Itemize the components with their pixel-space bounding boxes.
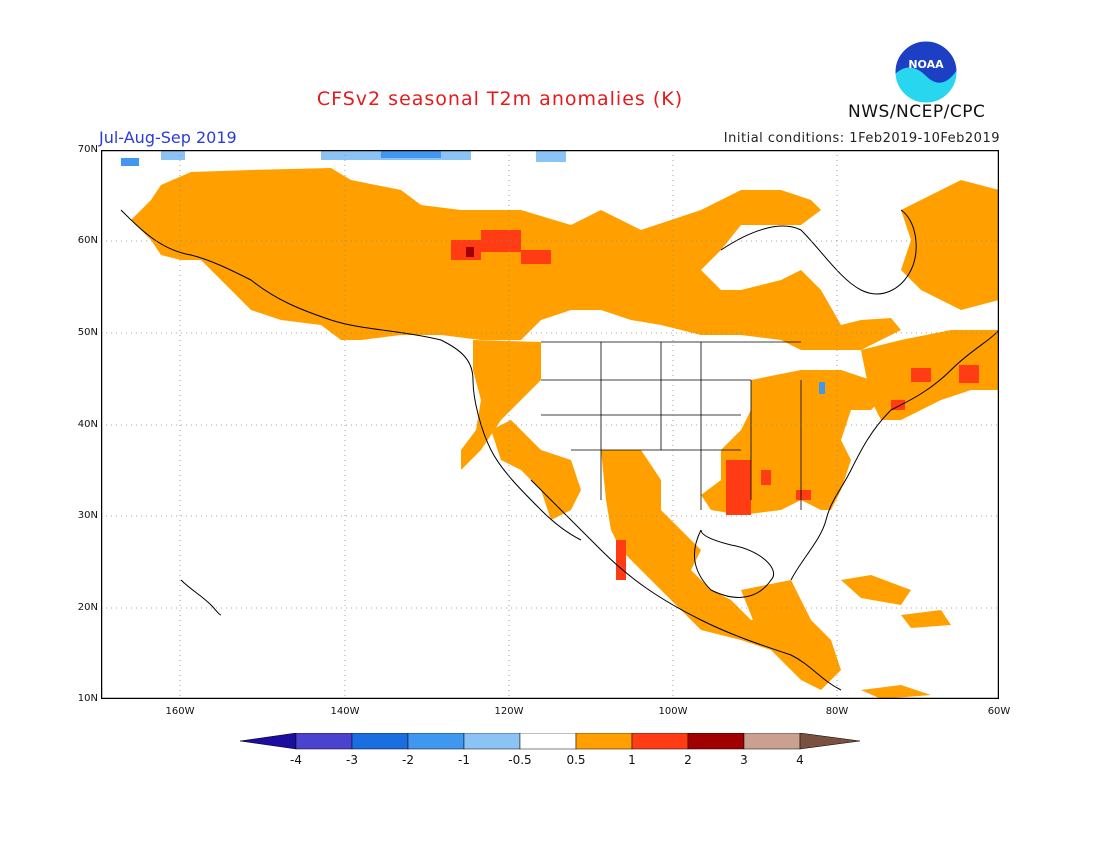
colorbar-label: -0.5 <box>508 753 532 767</box>
colorbar <box>240 733 860 750</box>
colorbar-label: 0.5 <box>566 753 586 767</box>
lat-label-20n: 20N <box>77 602 98 613</box>
lon-label-80w: 80W <box>825 706 849 717</box>
lon-label-60w: 60W <box>987 706 1011 717</box>
logo-text: NOAA <box>908 58 944 71</box>
map-frame <box>101 150 999 699</box>
lon-label-100w: 100W <box>658 706 688 717</box>
colorbar-label: -3 <box>346 753 358 767</box>
state-borders <box>541 341 802 510</box>
initial-conditions: Initial conditions: 1Feb2019-10Feb2019 <box>723 131 1000 146</box>
forecast-period: Jul-Aug-Sep 2019 <box>99 128 237 147</box>
lat-label-50n: 50N <box>77 327 98 338</box>
noaa-logo: NOAA <box>894 40 958 104</box>
lat-label-10n: 10N <box>77 693 98 704</box>
colorbar-label: -2 <box>402 753 414 767</box>
colorbar-arrow-right <box>799 733 860 750</box>
lon-label-140w: 140W <box>330 706 360 717</box>
map-title: CFSv2 seasonal T2m anomalies (K) <box>316 88 684 110</box>
lon-label-120w: 120W <box>494 706 524 717</box>
coastlines <box>120 209 999 691</box>
agency-label: NWS/NCEP/CPC <box>848 102 986 122</box>
lat-label-40n: 40N <box>77 419 98 430</box>
anomaly-peak-fill <box>466 247 474 257</box>
colorbar-label: 3 <box>740 753 748 767</box>
colorbar-label: -4 <box>290 753 302 767</box>
anomaly-cool-fill <box>121 150 825 394</box>
lon-label-160w: 160W <box>165 706 195 717</box>
colorbar-label: -1 <box>458 753 470 767</box>
colorbar-label: 2 <box>684 753 692 767</box>
colorbar-label: 1 <box>628 753 636 767</box>
colorbar-label: 4 <box>796 753 804 767</box>
colorbar-arrow-left <box>240 733 297 750</box>
lat-label-70n: 70N <box>77 144 98 155</box>
anomaly-map <box>101 150 999 699</box>
lat-label-30n: 30N <box>77 510 98 521</box>
lat-label-60n: 60N <box>77 235 98 246</box>
anomaly-fill <box>131 168 999 699</box>
